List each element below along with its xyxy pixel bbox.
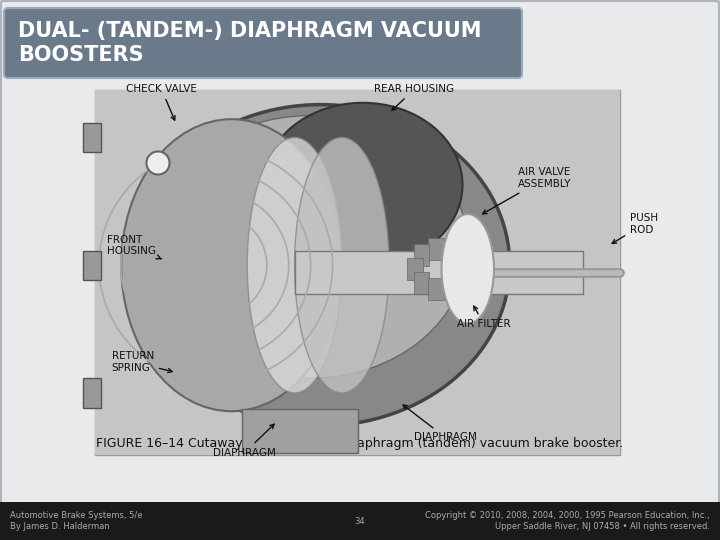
Bar	[83, 379, 101, 408]
Circle shape	[146, 151, 169, 174]
Bar	[83, 123, 101, 152]
Text: PUSH
ROD: PUSH ROD	[612, 213, 658, 244]
Text: FIGURE 16–14 Cutaway showing a dual-diaphragm (tandem) vacuum brake booster.: FIGURE 16–14 Cutaway showing a dual-diap…	[96, 436, 624, 449]
Ellipse shape	[441, 214, 494, 323]
Bar	[444, 272, 459, 294]
Text: DIAPHRAGM: DIAPHRAGM	[213, 424, 276, 457]
Bar	[444, 244, 459, 266]
Ellipse shape	[263, 103, 462, 267]
Bar	[294, 251, 583, 294]
Text: DUAL- (TANDEM-) DIAPHRAGM VACUUM
BOOSTERS: DUAL- (TANDEM-) DIAPHRAGM VACUUM BOOSTER…	[18, 21, 482, 65]
Bar	[0, 502, 720, 540]
Bar	[428, 238, 444, 260]
Bar	[83, 251, 101, 280]
Text: AIR VALVE
ASSEMBLY: AIR VALVE ASSEMBLY	[482, 167, 572, 214]
Bar	[408, 258, 423, 280]
FancyBboxPatch shape	[1, 1, 719, 539]
Text: Automotive Brake Systems, 5/e
By James D. Halderman: Automotive Brake Systems, 5/e By James D…	[10, 511, 143, 531]
Bar	[428, 278, 444, 300]
Ellipse shape	[121, 119, 342, 411]
Text: CHECK VALVE: CHECK VALVE	[126, 84, 197, 120]
Bar	[413, 272, 429, 294]
Bar	[95, 90, 620, 455]
Text: AIR FILTER: AIR FILTER	[457, 306, 510, 329]
Text: REAR HOUSING: REAR HOUSING	[374, 84, 454, 110]
Bar	[449, 258, 465, 280]
FancyBboxPatch shape	[4, 8, 522, 78]
Text: DIAPHRAGM: DIAPHRAGM	[403, 405, 477, 442]
Ellipse shape	[247, 138, 342, 393]
Ellipse shape	[294, 138, 389, 393]
Bar	[242, 409, 358, 453]
Bar	[95, 90, 620, 455]
Ellipse shape	[132, 105, 510, 426]
Text: RETURN
SPRING: RETURN SPRING	[112, 351, 172, 373]
Text: 34: 34	[355, 516, 365, 525]
Text: Copyright © 2010, 2008, 2004, 2000, 1995 Pearson Education, Inc.,
Upper Saddle R: Copyright © 2010, 2008, 2004, 2000, 1995…	[426, 511, 710, 531]
Bar	[413, 244, 429, 266]
Ellipse shape	[153, 116, 468, 379]
Text: FRONT
HOUSING: FRONT HOUSING	[107, 235, 161, 259]
